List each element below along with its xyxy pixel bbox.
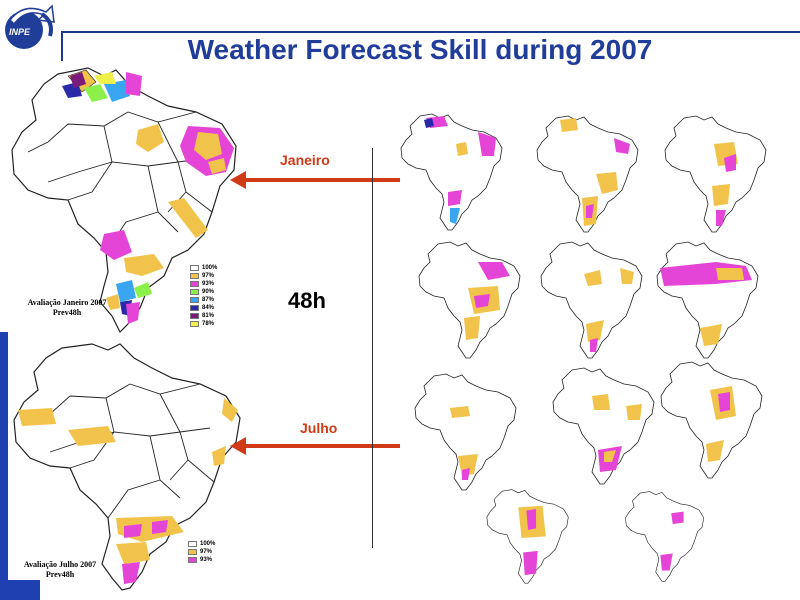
thumb-map-5: [540, 241, 643, 359]
january-legend: 100% 97% 93% 90% 87% 84% 81% 78%: [190, 264, 217, 328]
region-west-yellow: [18, 408, 56, 426]
region-south-yellow2: [106, 294, 120, 310]
region-south-magenta: [124, 524, 142, 538]
arrow-label-janeiro: Janeiro: [280, 152, 330, 168]
region-south-magenta: [100, 230, 132, 260]
lead-time-label: 48h: [288, 288, 326, 313]
legend-swatch: [188, 549, 197, 555]
region-northeast-yellow: [194, 132, 222, 160]
legend-swatch: [190, 265, 199, 271]
page-title: Weather Forecast Skill during 2007: [187, 34, 653, 65]
logo-text: INPE: [9, 27, 31, 37]
inpe-logo: INPE: [2, 2, 60, 52]
legend-item: 97%: [188, 548, 215, 556]
caption-line-2: Prev48h: [52, 308, 82, 317]
july-caption: Avaliação Julho 2007 Prev48h: [10, 560, 110, 580]
caption-line-2: Prev48h: [45, 570, 75, 579]
header-divider-vertical: [61, 31, 63, 61]
arrow-head-icon: [230, 437, 246, 455]
thumb-map-1: [400, 113, 503, 231]
thumb-map-10: [486, 489, 569, 584]
thumb-map-11: [625, 491, 705, 582]
legend-swatch: [190, 289, 199, 295]
legend-swatch: [190, 281, 199, 287]
region-south-magenta3: [122, 562, 140, 584]
legend-swatch: [188, 557, 197, 563]
header-divider: [62, 31, 800, 33]
caption-line-1: Avaliação Janeiro 2007: [27, 298, 107, 307]
region-southeast-band: [168, 198, 208, 238]
arrow-head-icon: [230, 171, 246, 189]
legend-item: 90%: [190, 288, 217, 296]
region-south-magenta2: [152, 520, 168, 534]
map-january: [11, 67, 237, 334]
vertical-divider: [372, 148, 373, 548]
legend-item: 93%: [188, 556, 215, 564]
region-south-magenta2: [126, 302, 140, 324]
region-south-blue: [116, 280, 136, 302]
legend-swatch: [188, 541, 197, 547]
caption-line-1: Avaliação Julho 2007: [23, 560, 97, 569]
july-legend: 100% 97% 93%: [188, 540, 215, 564]
region-north-blue: [104, 80, 130, 102]
arrow-janeiro: [230, 171, 400, 189]
thumb-map-6: [656, 241, 759, 359]
legend-swatch: [190, 305, 199, 311]
region-south-yellow: [124, 254, 164, 276]
legend-item: 84%: [190, 304, 217, 312]
region-north-green: [84, 84, 108, 102]
arrow-label-julho: Julho: [300, 420, 338, 436]
legend-item: 93%: [190, 280, 217, 288]
region-south-yellow2: [116, 542, 150, 564]
side-accent-bar: [0, 332, 8, 600]
legend-item: 81%: [190, 312, 217, 320]
region-east-yellow2: [212, 446, 226, 466]
thumb-map-7: [414, 373, 517, 491]
region-south-green: [134, 282, 152, 298]
arrow-julho: [230, 437, 400, 455]
legend-swatch: [190, 273, 199, 279]
thumb-map-2: [536, 115, 639, 233]
region-center-blob: [136, 124, 164, 152]
legend-item: 100%: [190, 264, 217, 272]
january-caption: Avaliação Janeiro 2007 Prev48h: [12, 298, 122, 318]
thumb-map-4: [418, 241, 521, 359]
legend-swatch: [190, 313, 199, 319]
region-east-yellow: [222, 398, 238, 422]
thumb-map-8: [552, 367, 655, 485]
thumb-map-9: [660, 361, 763, 479]
thumb-map-3: [664, 115, 767, 233]
legend-item: 100%: [188, 540, 215, 548]
region-acre-yellow: [68, 426, 116, 446]
region-north-purple: [70, 72, 86, 88]
legend-swatch: [190, 297, 199, 303]
legend-item: 87%: [190, 296, 217, 304]
legend-swatch: [190, 321, 199, 327]
bottom-accent-bar: [0, 580, 40, 600]
map-july: [13, 343, 241, 591]
region-north-yellow2: [94, 72, 116, 84]
state-borders: [27, 111, 213, 253]
region-northeast-yellow2: [208, 158, 226, 174]
legend-item: 78%: [190, 320, 217, 328]
legend-item: 97%: [190, 272, 217, 280]
region-north-magenta: [126, 72, 142, 96]
